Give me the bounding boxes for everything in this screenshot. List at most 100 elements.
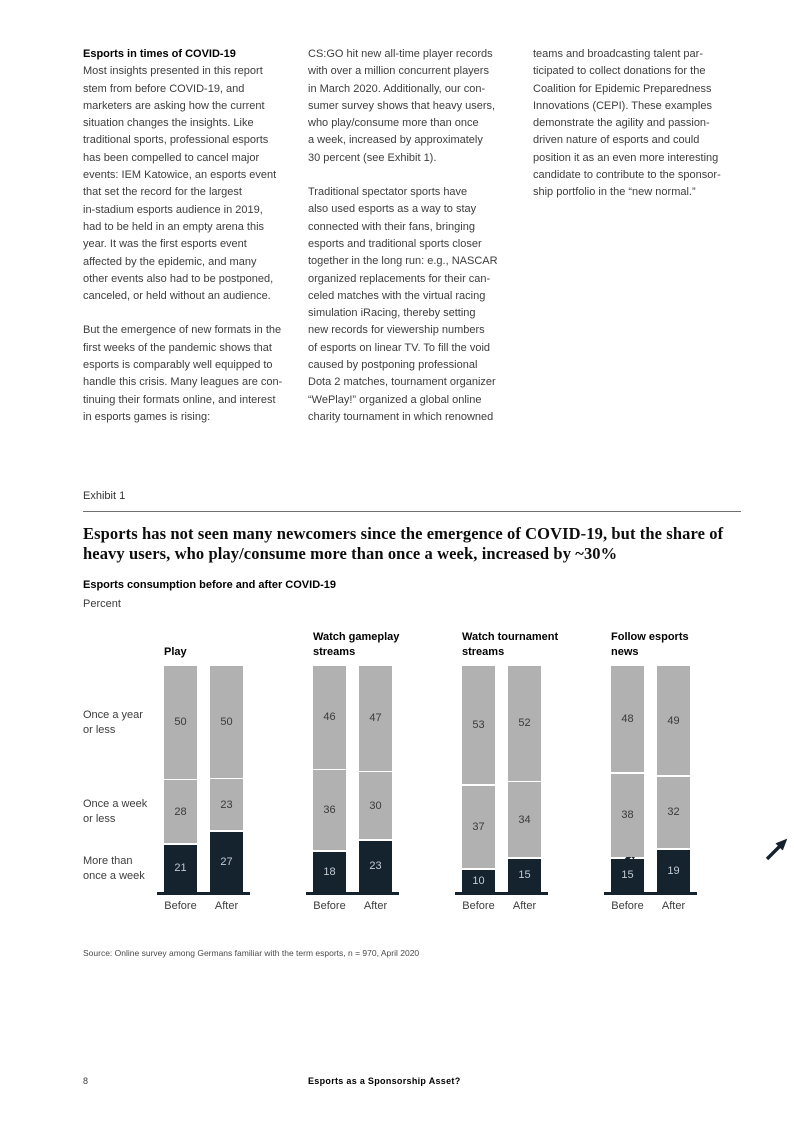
chart-unit-label: Percent: [83, 598, 121, 610]
paragraph: Traditional spectator sports have also u…: [308, 186, 498, 423]
segment-value: 36: [323, 804, 336, 817]
segment-value: 50: [220, 715, 233, 728]
segment-value: 19: [667, 864, 680, 877]
bar-segment: 32: [657, 776, 690, 849]
bar-after: 47 30 23: [359, 666, 392, 892]
article-heading: Esports in times of COVID-19: [83, 48, 236, 60]
bar-before: 53 37 10: [462, 666, 495, 892]
category-labels: Before After: [313, 900, 462, 912]
bar-segment: 50: [210, 666, 243, 778]
document-title: Esports as a Sponsorship Asset?: [308, 1076, 461, 1086]
bar-segment: 46: [313, 666, 346, 769]
segment-value: 48: [621, 713, 634, 726]
category-label: After: [214, 899, 239, 912]
segment-value: 28: [174, 805, 187, 818]
bar-segment: 37: [462, 785, 495, 869]
group-title: Follow esports news: [611, 631, 689, 658]
paragraph: CS:GO hit new all-time player records wi…: [308, 48, 496, 164]
category-label: After: [363, 899, 388, 912]
group-title: Watch tournament streams: [462, 631, 559, 658]
bar-segment: 48: [611, 666, 644, 773]
bar-pair: 46 36 18 47 30 23: [313, 666, 490, 892]
category-labels: Before After: [462, 900, 611, 912]
category-labels: Before After: [164, 900, 313, 912]
bar-after: 49 32 19: [657, 665, 690, 892]
axis-baseline: [604, 892, 697, 895]
chart-title: Esports consumption before and after COV…: [83, 579, 337, 591]
bar-before: 48 38 15: [611, 666, 644, 892]
bar-before: 50 28 21: [164, 666, 197, 892]
paragraph: teams and broadcasting talent par- ticip…: [533, 48, 721, 199]
row-label: Once a week or less: [83, 798, 148, 825]
bar-segment: 30: [359, 772, 392, 840]
segment-value: 23: [369, 860, 382, 873]
segment-value: 30: [369, 799, 382, 812]
bar-segment: 15: [611, 858, 644, 892]
bar-segment: 50: [164, 666, 197, 779]
chart-group: Watch gameplay streams 46 36 18 47 30 23 Before…: [306, 624, 490, 912]
segment-value: 10: [472, 874, 485, 887]
category-label: Before: [313, 899, 346, 912]
article-column-3: teams and broadcasting talent par- ticip…: [533, 46, 741, 443]
group-title: Watch gameplay streams: [313, 631, 400, 658]
exhibit-1: Exhibit 1 Esports has not seen many newc…: [83, 490, 788, 958]
page-footer: 8 Esports as a Sponsorship Asset?: [83, 1076, 741, 1086]
segment-value: 15: [518, 869, 531, 882]
segment-value: 23: [220, 798, 233, 811]
category-label: Before: [611, 899, 644, 912]
chart-group: Follow esports news 48 38 15 49 32 19 Before Aft…: [604, 624, 788, 912]
segment-value: 50: [174, 716, 187, 729]
category-labels: Before After: [611, 900, 760, 912]
segment-value: 47: [369, 712, 382, 725]
article-column-1: Esports in times of COVID-19 Most insigh…: [83, 46, 291, 443]
segment-value: 21: [174, 862, 187, 875]
source-note: Source: Online survey among Germans fami…: [83, 947, 420, 958]
bar-segment: 27: [210, 831, 243, 892]
paragraph: But the emergence of new formats in the …: [83, 324, 283, 423]
bar-pair: 53 37 10 52 34 15: [462, 666, 639, 892]
category-label: After: [512, 899, 537, 912]
bar-segment: 36: [313, 770, 346, 851]
axis-baseline: [455, 892, 548, 895]
page-number: 8: [83, 1076, 89, 1086]
bar-after: 50 23 27: [210, 666, 243, 892]
segment-value: 38: [621, 809, 634, 822]
bar-after: 52 34 15: [508, 666, 541, 892]
segment-value: 34: [518, 813, 531, 826]
segment-value: 18: [323, 865, 336, 878]
segment-value: 32: [667, 806, 680, 819]
segment-value: 49: [667, 714, 680, 727]
bar-segment: 21: [164, 844, 197, 892]
group-title: Play: [164, 645, 187, 658]
increase-arrow-icon: [765, 838, 788, 861]
row-label: More than once a week: [83, 855, 145, 882]
bar-segment: 34: [508, 782, 541, 858]
bar-pair: 50 28 21 50 23 27: [164, 666, 341, 892]
axis-baseline: [157, 892, 250, 895]
row-label: Once a year or less: [83, 709, 143, 736]
chart-group: Play 50 28 21 50 23 27 Before After: [157, 624, 341, 912]
bar-segment: 23: [359, 840, 392, 892]
axis-baseline: [306, 892, 399, 895]
bar-segment: 28: [164, 780, 197, 844]
bar-before: 46 36 18: [313, 666, 346, 892]
segment-value: 53: [472, 719, 485, 732]
bar-segment: 47: [359, 666, 392, 771]
bar-segment: 52: [508, 666, 541, 781]
segment-value: 37: [472, 820, 485, 833]
exhibit-title: Esports has not seen many newcomers sinc…: [83, 524, 724, 563]
segment-value: 27: [220, 855, 233, 868]
segment-value: 46: [323, 711, 336, 724]
article-column-2: CS:GO hit new all-time player records wi…: [308, 46, 516, 443]
bar-segment: 19: [657, 849, 690, 892]
bar-segment: 15: [508, 858, 541, 892]
bar-segment: 23: [210, 779, 243, 831]
bar-segment: 10: [462, 869, 495, 892]
segment-value: 15: [621, 869, 634, 882]
bar-segment: 49: [657, 665, 690, 776]
exhibit-divider: [83, 511, 741, 512]
bar-segment: 53: [462, 666, 495, 785]
chart-row-labels: Once a year or less Once a week or less Mo…: [83, 666, 164, 892]
bar-segment: 18: [313, 851, 346, 892]
